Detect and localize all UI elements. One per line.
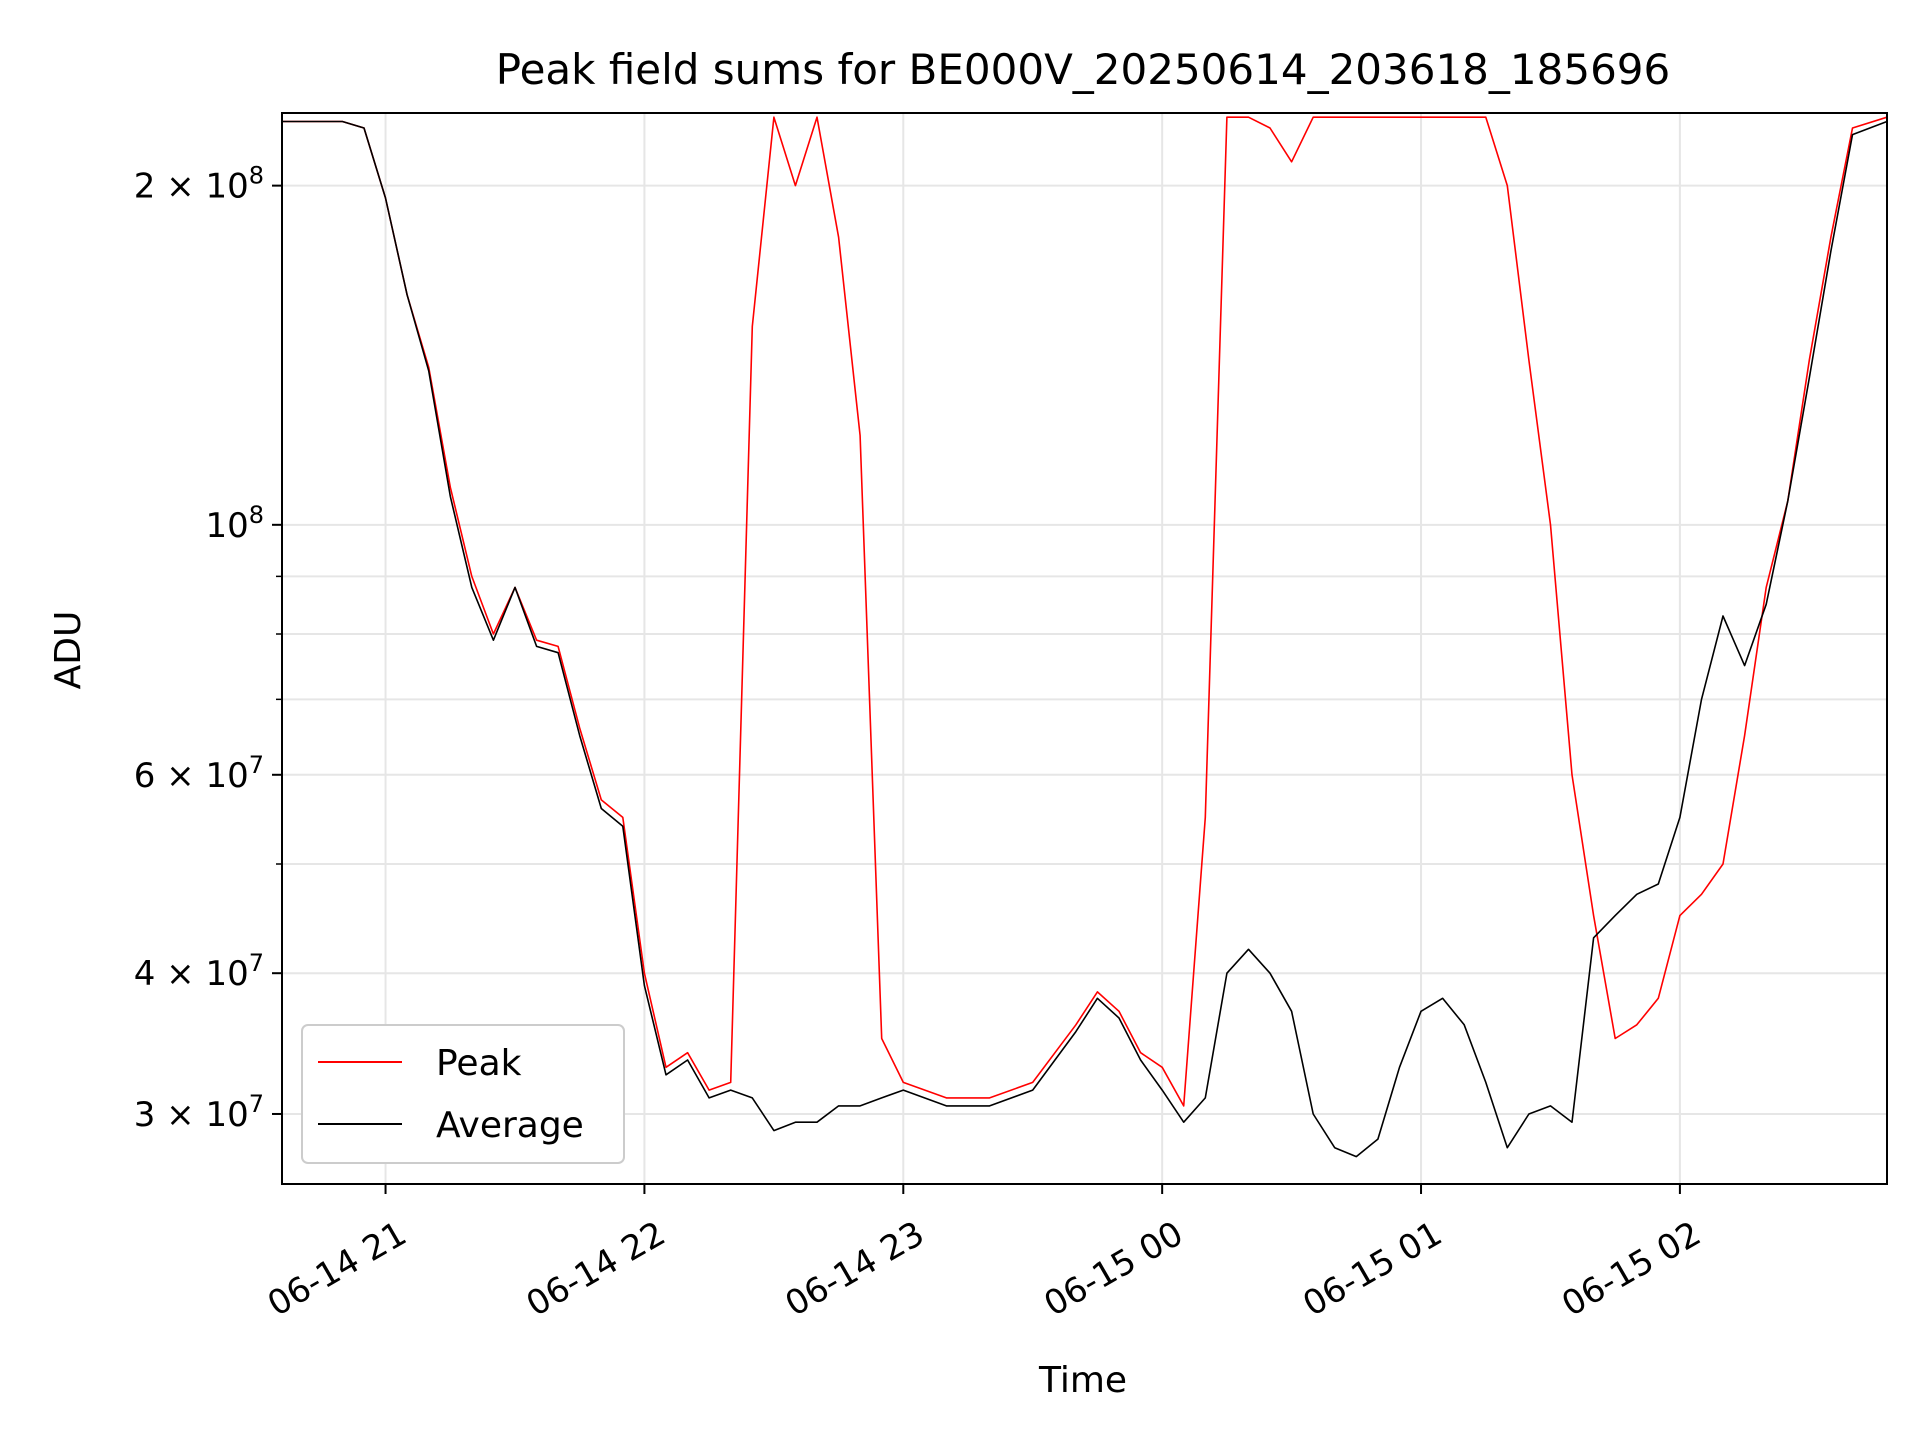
- y-tick-label: 2 × 108: [134, 162, 264, 207]
- y-tick-label: 108: [205, 501, 264, 546]
- series-line-peak: [282, 116, 1888, 1107]
- y-axis-label: ADU: [48, 611, 89, 690]
- chart-title: Peak field sums for BE000V_20250614_2036…: [496, 45, 1670, 94]
- legend-average-label: Average: [436, 1105, 584, 1146]
- legend: Peak Average: [301, 1024, 625, 1164]
- legend-peak-label: Peak: [436, 1043, 522, 1084]
- y-tick-label: 4 × 107: [134, 949, 264, 994]
- legend-box: [301, 1024, 625, 1164]
- x-axis-label: Time: [1038, 1360, 1127, 1401]
- series-line-average: [282, 120, 1888, 1158]
- axes-frame: [281, 112, 1888, 1185]
- grid: [282, 113, 1887, 1184]
- y-tick-label: 6 × 107: [134, 751, 264, 796]
- y-tick-label: 3 × 107: [134, 1090, 264, 1135]
- plot-area: [282, 116, 1888, 1158]
